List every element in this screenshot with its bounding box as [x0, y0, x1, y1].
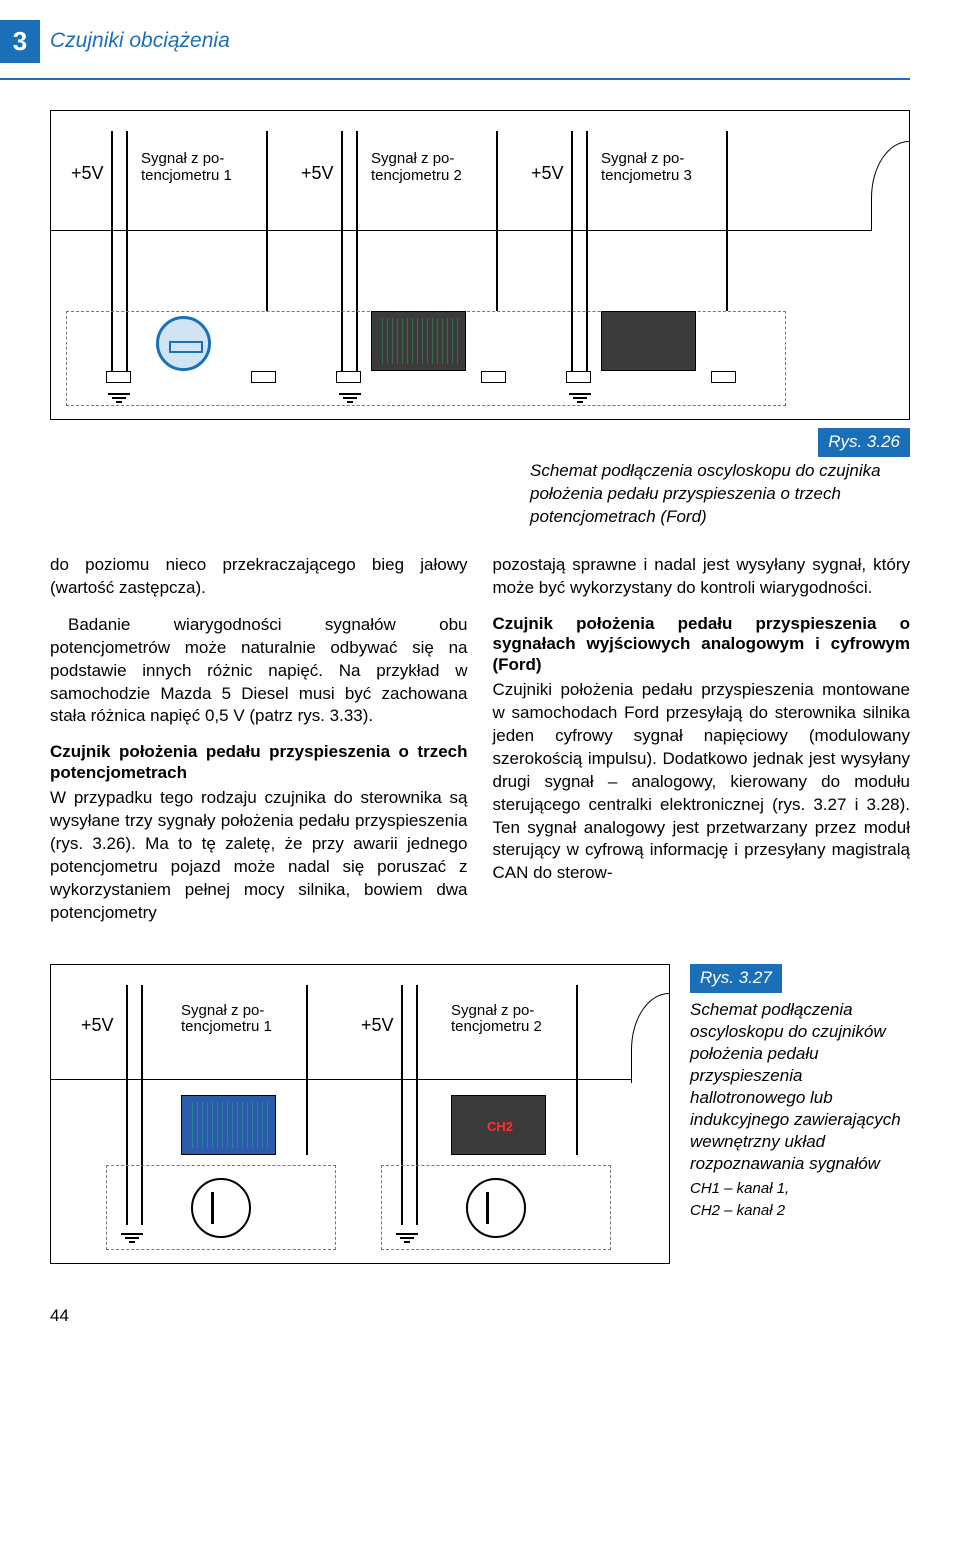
wire [726, 131, 728, 311]
oscilloscope-scope-ch2: CH2 [451, 1095, 546, 1155]
label-signal-1b: tencjometru 1 [141, 167, 232, 184]
para-left-2: Badanie wiarygodności sygnałów obu poten… [50, 614, 468, 729]
para-right-1: pozostają sprawne i nadal jest wysyłany … [493, 554, 911, 600]
fig-3-27-caption-text: Schemat podłączenia oscyloskopu do czujn… [690, 999, 910, 1176]
fig-3-27-sub2: CH2 – kanał 2 [690, 1201, 910, 1221]
label-5v-2: +5V [301, 161, 334, 185]
fig-3-26-label: Rys. 3.26 [818, 428, 910, 457]
label-signal-2: Sygnał z po- tencjometru 2 [371, 151, 486, 184]
page-number: 44 [50, 1305, 910, 1328]
label-5v-d2-1: +5V [81, 1013, 114, 1037]
ground-icon [396, 1233, 418, 1235]
wire [266, 131, 268, 311]
diagram2-wrap: +5V Sygnał z po- tencjometru 1 +5V Sygna… [50, 964, 670, 1270]
label-signal-d2-1a: Sygnał z po- [181, 1002, 264, 1019]
connector-icon [251, 371, 276, 383]
column-right: pozostają sprawne i nadal jest wysyłany … [493, 554, 911, 939]
para-right-2: Czujniki położenia pedału przyspieszenia… [493, 679, 911, 885]
fig-3-27-sub1: CH1 – kanał 1, [690, 1179, 910, 1199]
wire [496, 131, 498, 311]
oscilloscope-scope-1 [371, 311, 466, 371]
label-5v-1: +5V [71, 161, 104, 185]
subhead-left: Czujnik położenia pedału przyspieszenia … [50, 742, 468, 783]
fig-3-26-caption: Schemat podłączenia oscyloskopu do czujn… [530, 460, 910, 529]
chapter-title: Czujniki obciążenia [50, 27, 230, 55]
ch2-label: CH2 [487, 1118, 513, 1136]
connector-icon [481, 371, 506, 383]
connector-icon [106, 371, 131, 383]
transistor-icon [466, 1178, 526, 1238]
diagram-fig-3-26: +5V Sygnał z po- tencjometru 1 +5V Sygna… [50, 110, 910, 420]
label-signal-d2-2a: Sygnał z po- [451, 1002, 534, 1019]
fig1-label-row: Rys. 3.26 [50, 428, 910, 457]
oscilloscope-scope-2 [601, 311, 696, 371]
label-signal-2b: tencjometru 2 [371, 167, 462, 184]
label-signal-1: Sygnał z po- tencjometru 1 [141, 151, 256, 184]
oscilloscope-scope-ch1 [181, 1095, 276, 1155]
label-signal-3b: tencjometru 3 [601, 167, 692, 184]
diagram-fig-3-27: +5V Sygnał z po- tencjometru 1 +5V Sygna… [50, 964, 670, 1264]
bottom-row: +5V Sygnał z po- tencjometru 1 +5V Sygna… [50, 964, 910, 1270]
oscilloscope-sensor-icon [156, 316, 211, 371]
connector-icon [711, 371, 736, 383]
ground-icon [121, 1233, 143, 1235]
diagram1-top-strip: +5V Sygnał z po- tencjometru 1 +5V Sygna… [51, 111, 909, 231]
body-columns: do poziomu nieco przekraczającego bieg j… [50, 554, 910, 939]
connector-icon [566, 371, 591, 383]
para-left-3: W przypadku tego rodzaju czujnika do ste… [50, 787, 468, 925]
ground-icon [569, 393, 591, 395]
column-left: do poziomu nieco przekraczającego bieg j… [50, 554, 468, 939]
label-signal-d2-1b: tencjometru 1 [181, 1018, 272, 1035]
label-5v-d2-2: +5V [361, 1013, 394, 1037]
label-signal-2a: Sygnał z po- [371, 150, 454, 167]
wire [576, 985, 578, 1155]
label-signal-3: Sygnał z po- tencjometru 3 [601, 151, 716, 184]
fig2-caption-wrap: Rys. 3.27 Schemat podłączenia oscyloskop… [690, 964, 910, 1221]
ground-icon [339, 393, 361, 395]
label-signal-3a: Sygnał z po- [601, 150, 684, 167]
label-signal-1a: Sygnał z po- [141, 150, 224, 167]
label-5v-3: +5V [531, 161, 564, 185]
fig-3-27-label: Rys. 3.27 [690, 964, 782, 993]
subhead-right: Czujnik położenia pedału przyspieszenia … [493, 614, 911, 675]
header-rule [0, 78, 910, 80]
fig-3-27-caption: Schemat podłączenia oscyloskopu do czujn… [690, 999, 910, 1221]
connector-icon [336, 371, 361, 383]
diagram1-cutout [871, 141, 909, 231]
label-signal-d2-1: Sygnał z po- tencjometru 1 [181, 1003, 296, 1036]
ground-icon [108, 393, 130, 395]
transistor-icon [191, 1178, 251, 1238]
chapter-header: 3 Czujniki obciążenia [50, 20, 910, 63]
chapter-number-badge: 3 [0, 20, 40, 63]
diagram2-cutout [631, 993, 669, 1083]
label-signal-d2-2: Sygnał z po- tencjometru 2 [451, 1003, 566, 1036]
label-signal-d2-2b: tencjometru 2 [451, 1018, 542, 1035]
wire [306, 985, 308, 1155]
para-left-1: do poziomu nieco przekraczającego bieg j… [50, 554, 468, 600]
